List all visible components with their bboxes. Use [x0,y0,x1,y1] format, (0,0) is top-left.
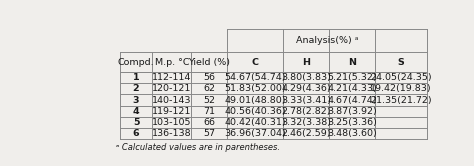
Text: 136-138: 136-138 [152,129,191,138]
Text: 2: 2 [133,84,139,93]
Text: 1: 1 [133,73,139,82]
Text: 140-143: 140-143 [152,95,191,105]
Text: 3: 3 [133,95,139,105]
Text: 119-121: 119-121 [152,107,191,116]
Text: 120-121: 120-121 [152,84,191,93]
Text: 3.87(3.92): 3.87(3.92) [328,107,377,116]
Text: 4.29(4.36): 4.29(4.36) [282,84,331,93]
Text: N: N [348,58,356,67]
Text: 40.42(40.31): 40.42(40.31) [225,118,286,127]
Text: Yield (%): Yield (%) [188,58,230,67]
Text: 4: 4 [133,107,139,116]
Text: S: S [398,58,404,67]
Text: M.p. °C: M.p. °C [155,58,189,67]
Text: 49.01(48.80): 49.01(48.80) [225,95,286,105]
Text: 2.78(2.82): 2.78(2.82) [282,107,331,116]
Text: 19.42(19.83): 19.42(19.83) [370,84,432,93]
Text: 5.21(5.32): 5.21(5.32) [328,73,377,82]
Text: 56: 56 [203,73,215,82]
Text: 3.48(3.60): 3.48(3.60) [328,129,377,138]
Text: 3.25(3.36): 3.25(3.36) [328,118,377,127]
Text: 51.83(52.00): 51.83(52.00) [225,84,286,93]
Text: ᵃ Calculated values are in parentheses.: ᵃ Calculated values are in parentheses. [116,143,280,152]
Text: H: H [302,58,310,67]
Text: 3.32(3.38): 3.32(3.38) [282,118,331,127]
Text: 21.35(21.72): 21.35(21.72) [370,95,432,105]
Text: Compd.: Compd. [118,58,155,67]
Text: 36.96(37.04): 36.96(37.04) [225,129,286,138]
Text: 40.56(40.36): 40.56(40.36) [225,107,286,116]
Text: 3.33(3.41): 3.33(3.41) [282,95,331,105]
Text: 2.46(2.59): 2.46(2.59) [282,129,331,138]
Text: 5: 5 [133,118,139,127]
Text: Analysis(%) ᵃ: Analysis(%) ᵃ [296,36,358,45]
Text: 57: 57 [203,129,215,138]
Text: 4.67(4.74): 4.67(4.74) [328,95,377,105]
Text: 62: 62 [203,84,215,93]
Text: 66: 66 [203,118,215,127]
Text: 4.21(4.33): 4.21(4.33) [328,84,377,93]
Text: 3.80(3.83): 3.80(3.83) [282,73,331,82]
Text: 24.05(24.35): 24.05(24.35) [370,73,432,82]
Text: 52: 52 [203,95,215,105]
Text: 71: 71 [203,107,215,116]
Text: C: C [252,58,259,67]
Text: 103-105: 103-105 [152,118,191,127]
Text: 54.67(54.74): 54.67(54.74) [225,73,286,82]
Text: 6: 6 [133,129,139,138]
Text: 112-114: 112-114 [152,73,191,82]
